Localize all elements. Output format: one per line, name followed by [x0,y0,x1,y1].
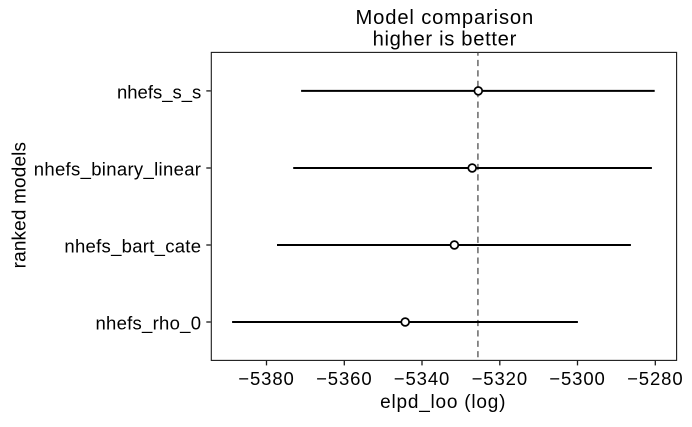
svg-text:nhefs_rho_0: nhefs_rho_0 [95,313,201,335]
svg-text:nhefs_s_s: nhefs_s_s [117,82,201,104]
svg-text:−5340: −5340 [394,368,450,389]
svg-text:Model comparison: Model comparison [356,7,535,29]
svg-text:−5300: −5300 [549,368,605,389]
svg-text:−5380: −5380 [238,368,294,389]
svg-text:−5320: −5320 [472,368,528,389]
svg-text:nhefs_bart_cate: nhefs_bart_cate [64,236,201,258]
svg-text:ranked models: ranked models [9,142,30,269]
svg-text:−5280: −5280 [627,368,683,389]
svg-text:−5360: −5360 [316,368,372,389]
svg-text:higher is better: higher is better [373,28,517,50]
svg-text:nhefs_binary_linear: nhefs_binary_linear [34,159,202,181]
svg-text:elpd_loo (log): elpd_loo (log) [380,392,506,413]
